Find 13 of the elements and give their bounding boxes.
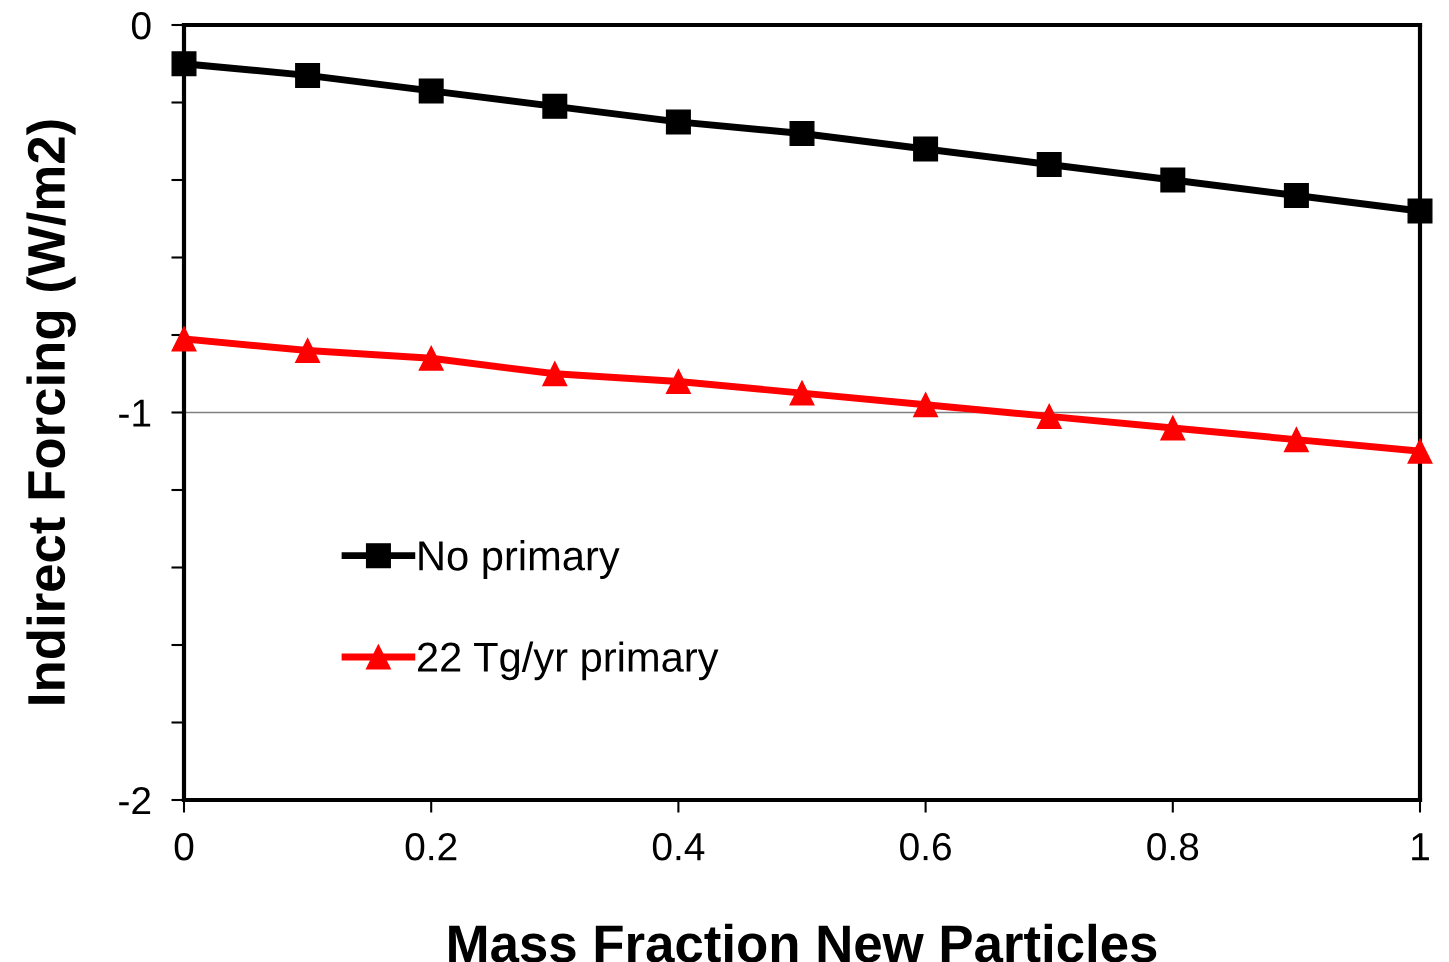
y-axis-title: Indirect Forcing (W/m2) [26,120,76,704]
x-axis-title: Mass Fraction New Particles [449,923,1157,962]
x-tick-label: 0 [174,832,194,861]
x-tick-label: 0.4 [652,832,705,861]
x-tick-label: 0.8 [1147,832,1199,861]
y-tick-label: -1 [119,399,151,427]
x-tick-label: 0.2 [405,832,457,861]
x-tick-label: 0.6 [900,832,951,861]
legend-label: 22 Tg/yr primary [418,641,719,681]
y-tick-label: 0 [131,11,151,40]
legend-label: No primary [419,540,620,579]
y-tick-label: -2 [119,786,151,815]
x-tick-label: 1 [1412,833,1429,861]
